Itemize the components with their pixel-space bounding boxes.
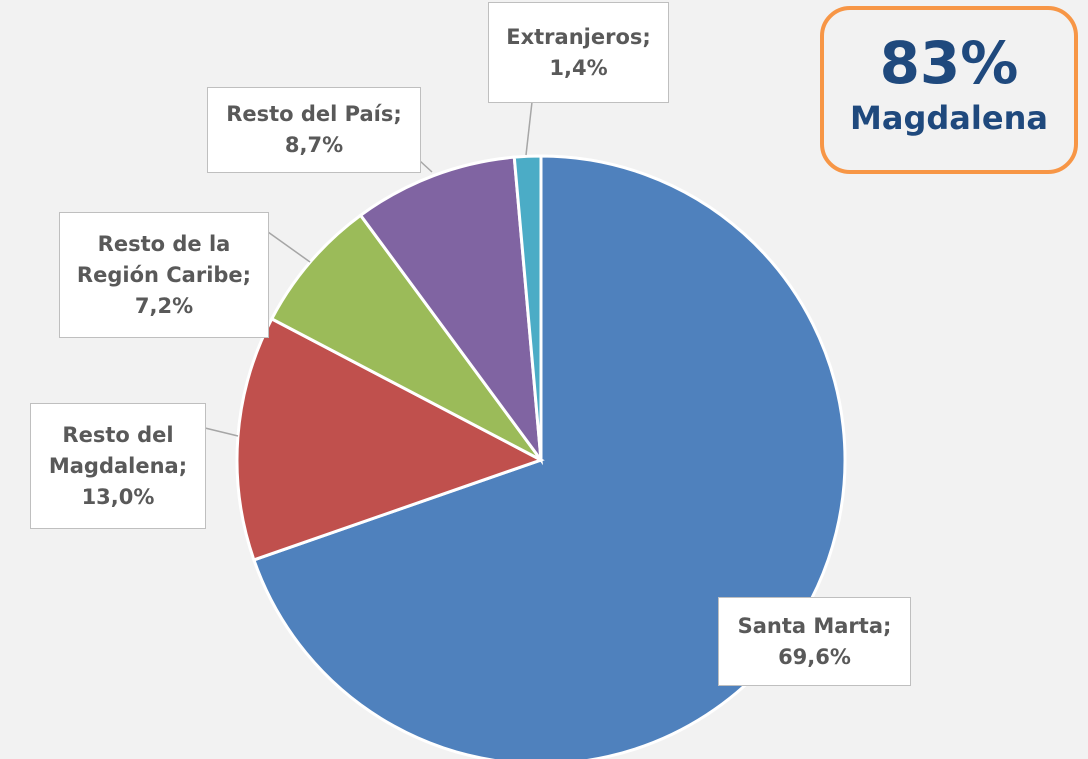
data-label: Santa Marta; 69,6%: [718, 597, 911, 686]
label-category: Extranjeros;: [506, 24, 651, 49]
label-value: 69,6%: [778, 644, 851, 669]
annotation-value: 83%: [879, 29, 1019, 97]
annotation-box: 83% Magdalena: [820, 6, 1078, 174]
pie-slice: [235, 316, 545, 562]
pie-slice: [512, 154, 543, 461]
label-value: 1,4%: [549, 55, 608, 80]
label-value: 8,7%: [284, 133, 344, 157]
label-category: Resto del País;: [226, 102, 402, 126]
data-label: Resto del Magdalena; 13,0%: [30, 403, 206, 529]
label-value: 13,0%: [81, 484, 155, 509]
label-category: Resto del Magdalena;: [48, 422, 188, 478]
leader-line: [267, 231, 311, 263]
pie-slice: [269, 213, 543, 462]
label-value: 7,2%: [134, 293, 194, 318]
leader-line: [204, 427, 239, 437]
data-label: Resto del País; 8,7%: [207, 87, 421, 173]
leader-line: [525, 101, 533, 156]
label-category: Resto de la Región Caribe;: [76, 231, 252, 287]
data-label: Extranjeros; 1,4%: [488, 2, 669, 103]
data-label: Resto de la Región Caribe; 7,2%: [59, 212, 269, 338]
label-category: Santa Marta;: [737, 613, 892, 638]
annotation-label: Magdalena: [850, 99, 1048, 137]
pie-slice: [358, 155, 543, 466]
